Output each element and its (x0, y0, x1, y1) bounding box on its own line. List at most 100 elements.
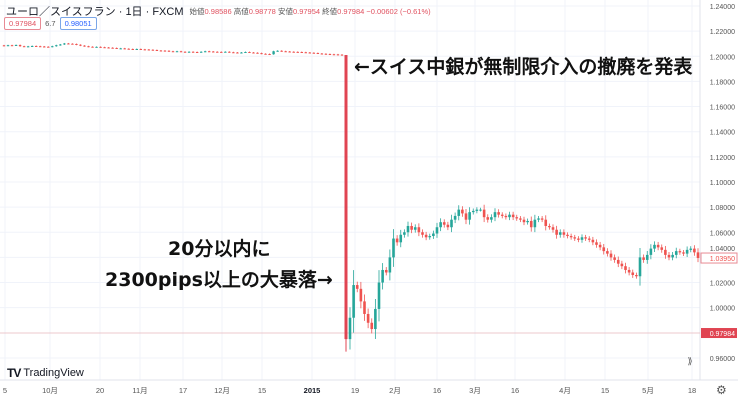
buy-button[interactable]: 0.98051 (59, 17, 97, 30)
candle (537, 218, 540, 220)
candle (388, 257, 392, 273)
candle (252, 52, 255, 54)
candle (139, 48, 143, 50)
candle (366, 313, 370, 323)
candle (533, 219, 537, 228)
candle (115, 47, 118, 49)
candle (284, 51, 287, 53)
candle (355, 285, 359, 289)
y-tick-label: 1.00000 (710, 306, 735, 313)
x-tick-label: 18 (688, 386, 696, 395)
candle (363, 301, 366, 314)
candle (428, 236, 432, 238)
candle (653, 244, 656, 249)
candle (75, 43, 78, 45)
candle (191, 51, 195, 53)
last-price-label: 0.97984 (710, 331, 735, 338)
candle (595, 242, 598, 245)
x-tick-label: 16 (511, 386, 519, 395)
x-tick-label: 20 (96, 386, 104, 395)
candle (638, 257, 642, 277)
candle (616, 259, 620, 264)
candle (320, 53, 324, 55)
candle (435, 227, 439, 234)
candle (260, 53, 263, 55)
candle (248, 52, 251, 54)
candle (410, 225, 413, 230)
candle (336, 54, 340, 56)
candle (296, 51, 299, 53)
candle (682, 252, 685, 254)
candle (99, 46, 102, 48)
candle (175, 51, 179, 53)
candle (526, 220, 529, 223)
candle (522, 219, 526, 223)
candle (511, 214, 515, 218)
candle (26, 46, 30, 48)
scroll-to-latest-button[interactable]: ⟫ (687, 356, 693, 366)
candle (671, 254, 674, 258)
candle (51, 46, 54, 48)
candle (224, 51, 227, 53)
candle (453, 215, 457, 220)
candle (417, 227, 421, 233)
candle (645, 254, 649, 260)
candle (392, 238, 395, 258)
candle (63, 43, 66, 45)
candle (577, 238, 580, 240)
candle (183, 51, 187, 53)
candle (624, 266, 627, 270)
candle (457, 209, 461, 216)
x-tick-label: 10月 (42, 386, 58, 395)
candle (6, 45, 10, 47)
candle (276, 50, 279, 52)
candle (442, 222, 446, 225)
candle (479, 209, 482, 211)
candle (631, 272, 635, 275)
candle (292, 51, 295, 53)
ohlc-readout: 始値0.98586 高値0.98778 安値0.97954 終値0.97984 … (189, 6, 431, 16)
candle (656, 244, 660, 248)
x-tick-label: 5 (3, 386, 7, 395)
candle (674, 251, 678, 255)
candle (123, 48, 126, 50)
candle (685, 249, 689, 254)
candle (497, 212, 500, 215)
candle (171, 51, 175, 53)
x-tick-label: 11月 (132, 386, 147, 395)
x-tick-label: 15 (258, 386, 266, 395)
candle (413, 227, 417, 230)
candle (403, 232, 406, 235)
tradingview-logo[interactable]: TV TradingView (7, 366, 84, 380)
candle (580, 237, 584, 240)
candle (71, 43, 74, 45)
candle (256, 52, 259, 54)
sell-button[interactable]: 0.97984 (4, 17, 42, 30)
candle (280, 50, 283, 52)
candle (399, 234, 403, 243)
candle (244, 52, 247, 54)
candle (324, 53, 328, 55)
symbol-title[interactable]: ユーロ／スイスフラン · 1日 · FXCM (6, 6, 184, 18)
candle (515, 217, 519, 219)
candle (119, 48, 122, 50)
candle (87, 46, 90, 48)
candle (598, 244, 602, 248)
candle (220, 51, 223, 53)
candle (159, 50, 163, 52)
candle (587, 238, 591, 240)
gear-icon[interactable]: ⚙ (716, 383, 727, 397)
candle (551, 227, 555, 230)
candle (573, 237, 577, 239)
x-tick-label: 2月 (389, 386, 401, 395)
candle (47, 46, 50, 48)
y-tick-label: 1.16000 (710, 105, 735, 112)
annotation-line1: 20分以内に (168, 238, 271, 260)
candle (14, 44, 18, 46)
candle (348, 317, 352, 340)
candle (107, 47, 110, 49)
x-tick-label: 19 (351, 386, 359, 395)
candle (95, 46, 98, 48)
y-tick-label: 1.06000 (710, 230, 735, 237)
